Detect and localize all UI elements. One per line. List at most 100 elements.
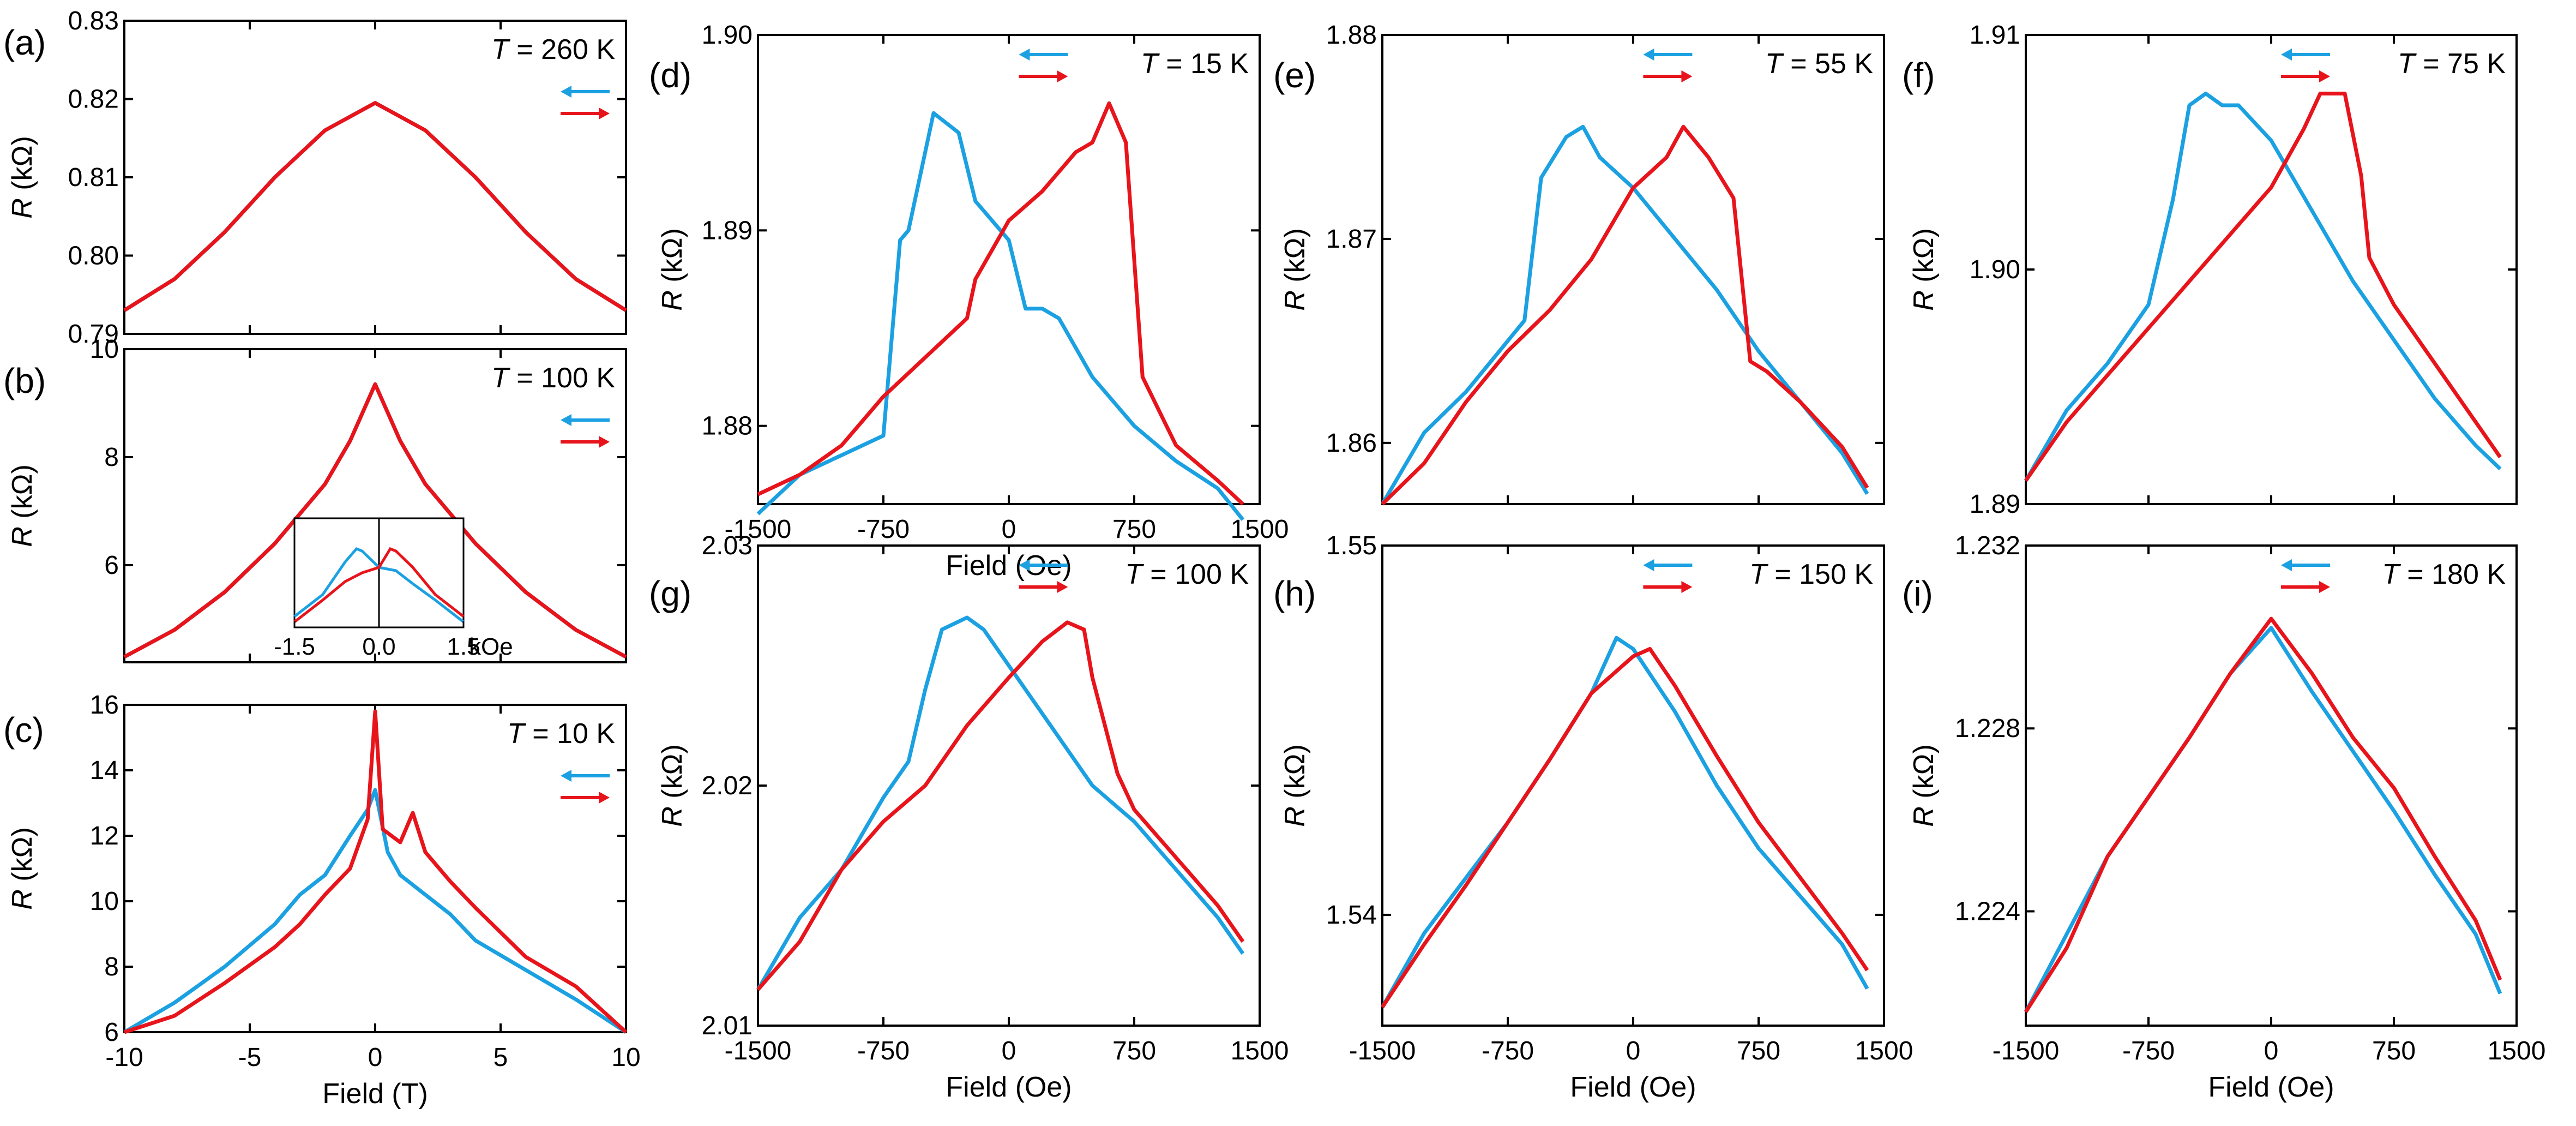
right-arrow-head: [599, 792, 610, 804]
temperature-label: T = 150 K: [1749, 559, 1873, 590]
panel-label: (e): [1273, 56, 1316, 95]
temperature-label: T = 100 K: [491, 362, 615, 394]
y-tick-label: 1.91: [1970, 21, 2020, 50]
right-arrow-head: [1681, 581, 1693, 593]
x-tick-label: -750: [2122, 1037, 2175, 1065]
inset-x-tick-label: -1.5: [274, 633, 315, 660]
series-line-up: [123, 382, 627, 659]
series-line-down: [756, 111, 1245, 521]
y-tick-label: 10: [90, 335, 119, 364]
y-tick-label: 8: [104, 443, 119, 472]
right-arrow-icon: [1643, 581, 1693, 593]
left-arrow-icon: [2281, 559, 2330, 571]
x-tick-label: 0: [1002, 515, 1016, 544]
x-tick-label: 0: [2264, 1037, 2279, 1065]
series-line-up: [2024, 616, 2502, 1013]
x-tick-label: -1500: [725, 1037, 792, 1065]
y-axis-label: R (kΩ): [1279, 228, 1311, 311]
x-axis-label: Field (Oe): [946, 1071, 1072, 1103]
x-tick-label: 5: [493, 1043, 508, 1072]
series-line-up: [1381, 647, 1869, 1009]
legend: [2281, 559, 2330, 593]
left-arrow-icon: [561, 86, 610, 98]
temperature-label: T = 10 K: [507, 718, 615, 750]
y-tick-label: 1.89: [1970, 490, 2020, 519]
y-axis-label: R (kΩ): [1908, 228, 1940, 311]
panel-label: (b): [3, 361, 46, 400]
y-tick-label: 2.01: [702, 1011, 753, 1040]
right-arrow-head: [599, 436, 610, 448]
legend: [561, 770, 610, 804]
left-arrow-head: [561, 770, 571, 782]
right-arrow-icon: [1019, 70, 1068, 82]
left-arrow-icon: [1019, 49, 1068, 61]
x-tick-label: -5: [238, 1043, 262, 1072]
panel-e: 1.86 1.87 1.88 R (kΩ) (e) T = 55 K: [1273, 21, 1885, 506]
right-arrow-head: [1057, 70, 1068, 82]
y-tick-label: 1.224: [1955, 897, 2020, 926]
y-tick-label: 2.02: [702, 771, 753, 800]
y-tick-label: 8: [104, 953, 119, 981]
x-tick-label: -1500: [1993, 1037, 2060, 1065]
y-tick-label: 1.90: [1970, 255, 2020, 284]
y-tick-label: 0.82: [68, 85, 119, 114]
left-arrow-icon: [561, 414, 610, 426]
panel-label: (f): [1902, 56, 1935, 95]
x-tick-label: 10: [611, 1043, 640, 1072]
plot-frame: [757, 544, 1261, 1027]
panel-label: (g): [649, 574, 691, 613]
right-arrow-icon: [561, 107, 610, 119]
legend: [1643, 49, 1693, 82]
y-tick-label: 1.228: [1955, 714, 2020, 743]
y-tick-label: 0.81: [68, 163, 119, 192]
y-tick-label: 1.90: [702, 21, 753, 50]
panel-g: 2.01 2.02 2.03 -1500 -750 0 750 1500 R (kΩ) Field…: [649, 531, 1289, 1103]
y-tick-label: 10: [90, 887, 119, 916]
left-arrow-icon: [1019, 559, 1068, 571]
left-arrow-head: [2281, 49, 2292, 61]
x-tick-label: 0: [1626, 1037, 1641, 1065]
plot-frame: [2025, 34, 2518, 505]
plot-frame: [757, 34, 1261, 505]
right-arrow-icon: [2281, 70, 2330, 82]
inset-series-line-up: [293, 547, 465, 623]
right-arrow-head: [599, 107, 610, 119]
y-tick-label: 6: [104, 1018, 119, 1047]
series-line-down: [1380, 636, 1869, 1008]
y-tick-label: 1.86: [1326, 429, 1377, 458]
left-arrow-head: [1019, 49, 1030, 61]
right-arrow-head: [2319, 70, 2330, 82]
series-line-down: [756, 615, 1245, 991]
x-tick-label: 0: [368, 1043, 383, 1072]
temperature-label: T = 100 K: [1125, 559, 1249, 590]
plot-frame: [1381, 544, 1885, 1027]
series-line-down: [2024, 626, 2502, 1013]
temperature-label: T = 55 K: [1765, 48, 1873, 80]
panel-h: 1.54 1.55 -1500 -750 0 750 1500 R (kΩ) Field (Oe…: [1273, 531, 1913, 1103]
x-tick-label: 750: [1112, 515, 1156, 544]
x-tick-label: -10: [105, 1043, 143, 1072]
y-axis-label: R (kΩ): [657, 228, 688, 311]
y-tick-label: 6: [104, 551, 119, 580]
left-arrow-head: [561, 86, 571, 98]
y-axis-label: R (kΩ): [7, 464, 38, 547]
temperature-label: T = 180 K: [2382, 559, 2506, 590]
left-arrow-icon: [1643, 559, 1693, 571]
panel-label: (h): [1273, 574, 1316, 613]
legend: [561, 86, 610, 119]
y-axis-label: R (kΩ): [657, 744, 688, 827]
series-line-up: [2024, 92, 2502, 482]
series-line-up: [757, 101, 1244, 506]
left-arrow-head: [1643, 559, 1654, 571]
x-tick-label: 1500: [1231, 1037, 1289, 1065]
panel-a: 0.79 0.80 0.81 0.82 0.83 R (kΩ) (a) T = 260 K: [3, 7, 627, 349]
y-axis-label: R (kΩ): [1279, 744, 1311, 827]
y-tick-label: 1.89: [702, 216, 753, 245]
legend: [1019, 559, 1068, 593]
y-tick-label: 1.232: [1955, 531, 2020, 560]
left-arrow-head: [1643, 49, 1654, 61]
y-axis-label: R (kΩ): [7, 827, 38, 910]
